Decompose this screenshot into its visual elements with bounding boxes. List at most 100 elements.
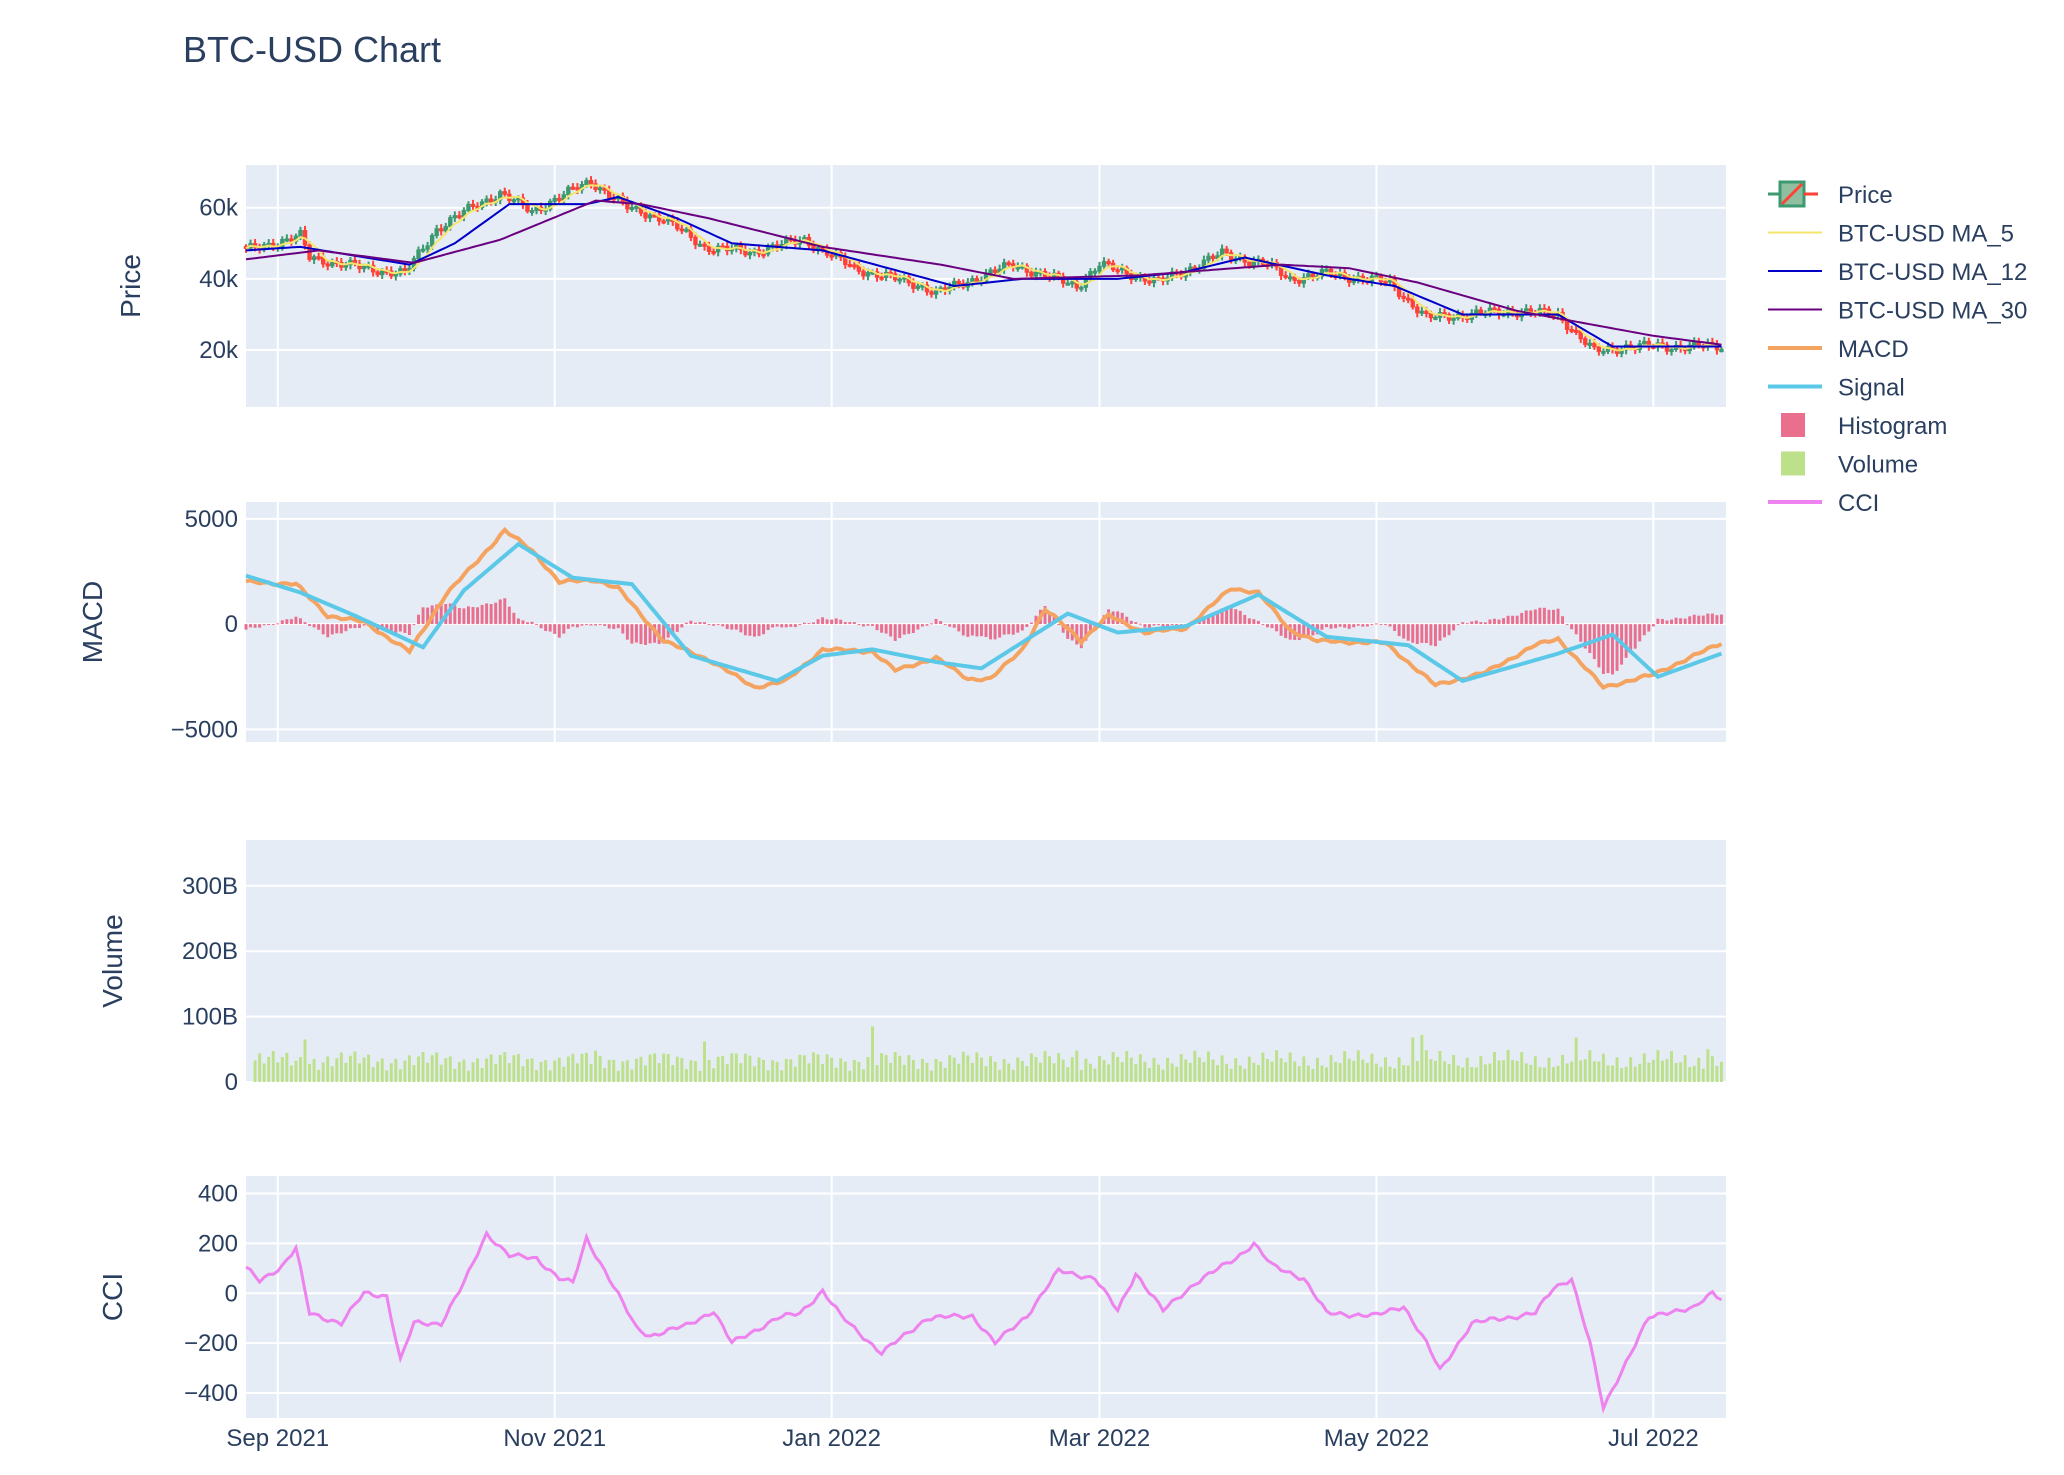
histogram-bar [394, 624, 398, 633]
volume-bar [512, 1055, 516, 1082]
volume-bar [621, 1061, 625, 1082]
cci-y-axis-label: CCI [97, 1273, 128, 1321]
volume-bar [961, 1051, 965, 1082]
legend-item-macd[interactable]: MACD [1768, 336, 1909, 363]
volume-bar [1252, 1062, 1256, 1082]
histogram-bar [684, 622, 688, 625]
x-tick-label: Mar 2022 [1049, 1425, 1150, 1452]
candle-body [439, 228, 444, 232]
histogram-bar [1520, 612, 1524, 625]
histogram-bar [1479, 622, 1483, 625]
candle-body [566, 186, 571, 196]
volume-bar [993, 1061, 997, 1082]
legend-item-histogram[interactable]: Histogram [1781, 413, 1947, 440]
candle-body [1583, 338, 1588, 345]
candle-body [597, 187, 603, 191]
histogram-bar [249, 624, 253, 628]
histogram-bar [1334, 624, 1338, 629]
volume-bar [1039, 1062, 1042, 1082]
cci-line [245, 1229, 1723, 1414]
volume-bar [1129, 1057, 1133, 1082]
legend-label: Histogram [1838, 413, 1947, 440]
histogram-bar [984, 624, 988, 638]
legend-item-cci[interactable]: CCI [1768, 490, 1879, 517]
volume-bar [1443, 1061, 1447, 1082]
volume-bar [1579, 1060, 1583, 1082]
candle-body [629, 206, 635, 210]
candle-body [502, 191, 507, 195]
volume-bar [1179, 1054, 1183, 1082]
histogram-bar [789, 624, 793, 627]
candle-body [1070, 281, 1075, 285]
candle-body [1383, 281, 1388, 285]
legend-swatch-bar [1781, 451, 1805, 476]
candle-body [593, 183, 598, 190]
histogram-bar [1216, 611, 1220, 625]
volume-bar [793, 1066, 797, 1082]
legend-label: BTC-USD MA_5 [1838, 221, 2014, 248]
histogram-bar [816, 619, 820, 625]
volume-bar [1052, 1063, 1056, 1082]
macd-y-tick-label: −5000 [171, 716, 238, 743]
histogram-bar [621, 624, 625, 634]
legend-item-btc-usd-ma-30[interactable]: BTC-USD MA_30 [1768, 298, 2027, 325]
legend-item-signal[interactable]: Signal [1768, 375, 1905, 402]
histogram-bar [1656, 618, 1660, 625]
histogram-bar [920, 624, 924, 627]
legend-item-price[interactable]: Price [1768, 180, 1893, 209]
histogram-bar [1497, 619, 1501, 625]
histogram-bar [1638, 624, 1642, 642]
histogram-bar [1397, 624, 1401, 637]
histogram-bar [1370, 624, 1374, 626]
histogram-bar [1034, 615, 1038, 625]
volume-bar [1116, 1056, 1120, 1082]
histogram-bar [612, 624, 616, 629]
volume-bar [1588, 1050, 1592, 1082]
volume-bar [294, 1060, 298, 1082]
histogram-bar [312, 624, 316, 628]
histogram-bar [1415, 624, 1419, 645]
volume-bar [1075, 1050, 1079, 1082]
histogram-bar [1161, 624, 1165, 627]
histogram-bar [276, 623, 280, 625]
legend-item-btc-usd-ma-5[interactable]: BTC-USD MA_5 [1768, 221, 2014, 248]
histogram-bar [866, 624, 870, 626]
volume-bar [607, 1059, 611, 1082]
volume-bar [780, 1070, 784, 1082]
candle-body [311, 256, 317, 260]
candle-body [1292, 276, 1297, 281]
volume-bar [308, 1063, 312, 1082]
candle-body [570, 186, 576, 190]
volume-bar [1393, 1068, 1397, 1082]
volume-bar [253, 1060, 257, 1082]
volume-bar [943, 1067, 947, 1082]
legend-item-volume[interactable]: Volume [1781, 451, 1918, 479]
histogram-bar [1470, 621, 1474, 625]
macd-y-tick-label: 0 [225, 611, 238, 638]
candle-body [1151, 277, 1157, 284]
histogram-bar [1529, 610, 1533, 625]
volume-bar [562, 1066, 566, 1082]
volume-bar [1206, 1051, 1210, 1082]
histogram-bar [598, 624, 602, 626]
histogram-bar [993, 624, 997, 640]
candle-body [897, 278, 902, 282]
histogram-bar [494, 602, 498, 625]
legend-item-btc-usd-ma-12[interactable]: BTC-USD MA_12 [1768, 259, 2027, 286]
histogram-bar [407, 624, 411, 636]
volume-bar [1601, 1053, 1605, 1082]
candle-body [361, 265, 367, 270]
histogram-bar [616, 624, 620, 629]
candle-body [1328, 268, 1334, 276]
candle-body [575, 187, 580, 191]
histogram-bar [1588, 624, 1592, 654]
cci-y-tick-label: 400 [198, 1180, 238, 1207]
candle-body [1573, 329, 1579, 333]
histogram-bar [889, 624, 893, 637]
volume-bar [1420, 1034, 1424, 1082]
histogram-bar [439, 605, 443, 625]
volume-bar [1320, 1065, 1324, 1082]
candle-body [956, 280, 961, 285]
volume-bar [739, 1063, 743, 1082]
candle-body [1283, 275, 1288, 279]
